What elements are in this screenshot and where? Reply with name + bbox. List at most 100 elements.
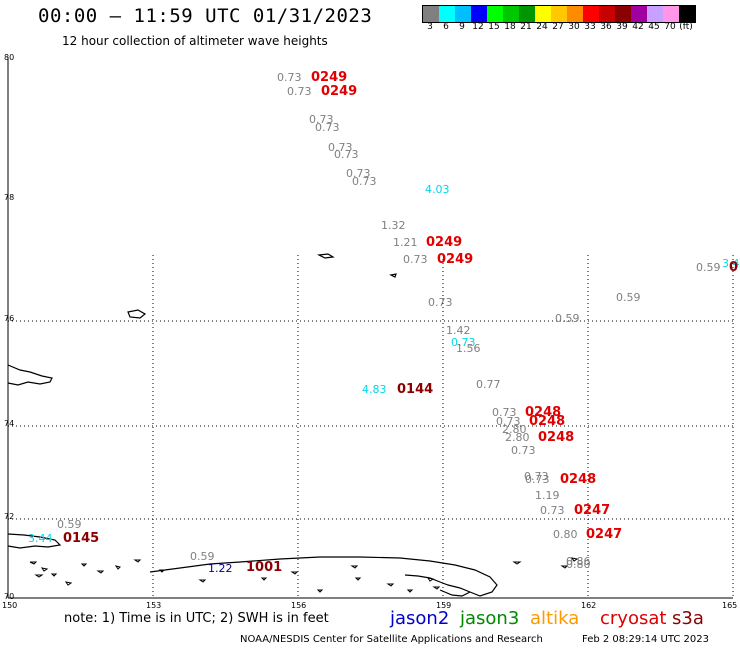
legend-label: 70 (664, 22, 676, 32)
wave-height-value: 0.59 (555, 312, 580, 325)
legend-label: 33 (584, 22, 596, 32)
wave-height-value: 1.42 (446, 324, 471, 337)
wave-height-value: 0.80 (566, 558, 591, 571)
legend-swatch (551, 6, 567, 22)
legend-swatch (487, 6, 503, 22)
wave-height-value: 0.73 (525, 473, 550, 486)
lon-label-159: 159 (436, 601, 452, 610)
pass-time-label: 1001 (246, 560, 282, 575)
small-islands (29, 557, 579, 593)
wave-height-value: 0.73 (315, 121, 340, 134)
legend-label: 3 (427, 22, 433, 32)
pass-time-label: 0248 (525, 405, 561, 420)
wave-height-value: 0.73 (309, 113, 334, 126)
legend-label: 42 (632, 22, 644, 32)
wave-height-value: 0.59 (57, 518, 82, 531)
pass-time-label: 0247 (586, 527, 622, 542)
legend-label: 24 (536, 22, 548, 32)
legend-swatch (631, 6, 647, 22)
wave-height-value: 0.73 (492, 406, 517, 419)
lat-label-80: 80 (4, 53, 15, 62)
satellite-s3a: s3a (672, 608, 704, 629)
legend-swatch (535, 6, 551, 22)
wave-height-value: 0.86 (566, 555, 591, 568)
satellite-jason2: jason2 (390, 608, 450, 629)
pass-time-label: 0248 (560, 472, 596, 487)
wave-height-value: 0.73 (352, 175, 377, 188)
legend-swatch (471, 6, 487, 22)
lon-label-165: 165 (722, 601, 738, 610)
legend-swatch (567, 6, 583, 22)
map-title: 00:00 – 11:59 UTC 01/31/2023 (38, 5, 373, 27)
pass-time-label: 0248 (529, 414, 565, 429)
legend-label: 27 (552, 22, 564, 32)
wave-height-value: 0.59 (190, 550, 215, 563)
pass-time-label: 0145 (63, 531, 99, 546)
pass-time-label: 0248 (538, 430, 574, 445)
map-subtitle: 12 hour collection of altimeter wave hei… (62, 34, 328, 48)
lat-label-72: 72 (4, 512, 15, 521)
wave-height-value: 0.73 (346, 167, 371, 180)
pass-time-label: 0 (729, 260, 738, 275)
lat-label-74: 74 (4, 419, 15, 428)
wave-height-value: 0.59 (696, 261, 721, 274)
satellite-jason3: jason3 (460, 608, 520, 629)
wave-height-value: 0.73 (328, 141, 353, 154)
lon-label-162: 162 (581, 601, 597, 610)
wave-height-value: 4.03 (425, 183, 450, 196)
wave-height-value: 0.80 (553, 528, 578, 541)
lat-label-70: 70 (4, 592, 15, 601)
units-note: note: 1) Time is in UTC; 2) SWH is in fe… (64, 611, 329, 626)
pass-time-label: 0249 (311, 70, 347, 85)
legend-swatch (679, 6, 695, 22)
legend-swatch (423, 6, 439, 22)
wave-height-value: 1.32 (381, 219, 406, 232)
legend-label: 15 (488, 22, 500, 32)
wave-height-value: 0.59 (616, 291, 641, 304)
wave-height-value: 0.77 (476, 378, 501, 391)
wave-height-value: 3.4 (722, 257, 740, 270)
wave-height-value: 0.73 (428, 296, 453, 309)
wave-height-value: 0.73 (287, 85, 312, 98)
lat-label-76: 76 (4, 314, 15, 323)
lon-label-153: 153 (146, 601, 162, 610)
legend-label: 30 (568, 22, 580, 32)
legend-swatch (439, 6, 455, 22)
wave-height-value: 0.73 (524, 470, 549, 483)
wave-height-value: 4.83 (362, 383, 387, 396)
wave-height-value: 3.44 (28, 532, 53, 545)
legend-label: 12 (472, 22, 484, 32)
legend-label: 36 (600, 22, 612, 32)
wave-height-value: 0.73 (277, 71, 302, 84)
coastline (7, 253, 498, 597)
lon-label-150: 150 (2, 601, 18, 610)
footer-timestamp: Feb 2 08:29:14 UTC 2023 (582, 634, 709, 645)
legend-label: 21 (520, 22, 532, 32)
wave-height-value: 1.21 (393, 236, 418, 249)
legend-label: 39 (616, 22, 628, 32)
legend-swatch (455, 6, 471, 22)
legend-swatch (503, 6, 519, 22)
legend-label: 6 (443, 22, 449, 32)
pass-time-label: 0249 (426, 235, 462, 250)
wave-height-value: 1.22 (208, 562, 233, 575)
legend-swatch (615, 6, 631, 22)
wave-height-value: 0.73 (496, 415, 521, 428)
pass-time-label: 0249 (437, 252, 473, 267)
wave-height-value: 2.80 (505, 431, 530, 444)
footer-organization: NOAA/NESDIS Center for Satellite Applica… (240, 634, 543, 645)
satellite-cryosat: cryosat (600, 608, 667, 629)
wave-height-value: 0.73 (334, 148, 359, 161)
pass-time-label: 0144 (397, 382, 433, 397)
legend-swatch (599, 6, 615, 22)
wave-height-value: 1.19 (535, 489, 560, 502)
wave-height-value: 2.80 (502, 423, 527, 436)
pass-time-label: 0249 (321, 84, 357, 99)
satellite-altika: altika (530, 608, 580, 629)
legend-swatch (583, 6, 599, 22)
legend-swatch (519, 6, 535, 22)
legend-swatch (647, 6, 663, 22)
